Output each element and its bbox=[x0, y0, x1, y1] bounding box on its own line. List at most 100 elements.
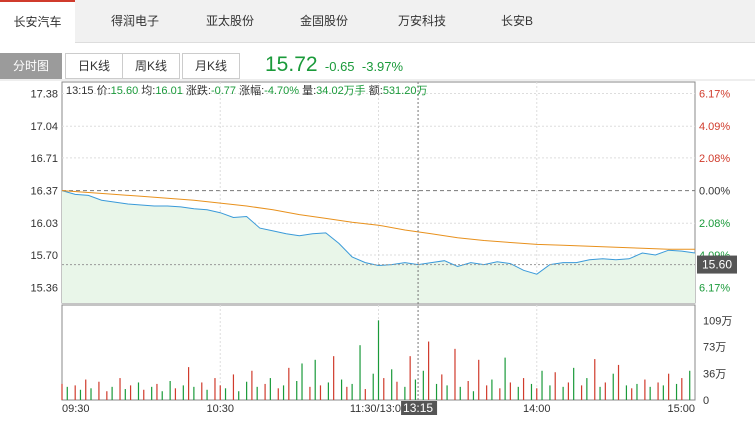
volume-bar bbox=[66, 386, 68, 400]
volume-bar bbox=[309, 386, 311, 400]
tab-weekly-k[interactable]: 周K线 bbox=[122, 53, 180, 79]
x-tick: 10:30 bbox=[206, 403, 234, 415]
info-change: -0.77 bbox=[211, 85, 236, 97]
volume-bar bbox=[562, 386, 564, 400]
volume-bar bbox=[79, 389, 82, 400]
volume-bar bbox=[409, 356, 411, 400]
stock-tab-wanan[interactable]: 万安科技 bbox=[397, 14, 446, 28]
volume-bar bbox=[530, 383, 533, 400]
y-tick-right: 4.09% bbox=[699, 121, 730, 133]
volume-bar bbox=[499, 388, 501, 400]
volume-bar bbox=[549, 385, 551, 400]
volume-bar bbox=[404, 386, 406, 400]
stock-tab-jingu[interactable]: 金固股份 bbox=[299, 14, 348, 28]
volume-bar bbox=[428, 341, 430, 400]
quote-summary: 15.72 -0.65 -3.97% bbox=[265, 53, 403, 79]
volume-bar bbox=[649, 386, 651, 400]
volume-bar bbox=[319, 385, 322, 400]
stock-tab-derun[interactable]: 得润电子 bbox=[110, 14, 159, 28]
quote-change: -0.65 bbox=[324, 59, 355, 74]
volume-bar bbox=[314, 359, 316, 400]
info-time: 13:15 bbox=[66, 85, 97, 97]
volume-bar bbox=[612, 373, 614, 400]
volume-bar bbox=[522, 378, 525, 400]
volume-bar bbox=[594, 359, 596, 400]
volume-bar bbox=[617, 364, 620, 400]
stock-tab-yatai[interactable]: 亚太股份 bbox=[205, 14, 254, 28]
volume-tick: 73万 bbox=[703, 342, 726, 354]
volume-bar bbox=[214, 378, 216, 400]
volume-bar bbox=[662, 385, 664, 400]
volume-bar bbox=[161, 391, 163, 400]
volume-bar bbox=[454, 348, 456, 400]
tab-intraday[interactable]: 分时图 bbox=[0, 53, 62, 79]
volume-bar bbox=[340, 379, 343, 400]
volume-bar bbox=[90, 388, 92, 400]
info-change-label: 涨跌: bbox=[183, 83, 211, 97]
volume-bar bbox=[238, 391, 240, 400]
volume-bar bbox=[129, 385, 132, 400]
crosshair-price-label: 15.60 bbox=[702, 258, 732, 272]
info-volume-label: 量: bbox=[299, 84, 316, 97]
volume-bar bbox=[364, 389, 366, 400]
volume-bar bbox=[446, 385, 448, 400]
info-price: 15.60 bbox=[111, 85, 139, 97]
volume-bar bbox=[668, 373, 670, 400]
volume-bar bbox=[689, 370, 691, 400]
y-tick-right: 2.08% bbox=[699, 153, 730, 165]
volume-bar bbox=[509, 382, 511, 400]
y-tick-left: 15.70 bbox=[30, 250, 58, 262]
volume-bar bbox=[232, 374, 235, 400]
volume-bar bbox=[256, 386, 258, 400]
volume-bar bbox=[478, 359, 480, 400]
volume-bar bbox=[282, 385, 285, 400]
volume-bar bbox=[675, 383, 678, 400]
crosshair-price-box bbox=[697, 255, 737, 274]
volume-bar bbox=[517, 386, 519, 400]
volume-bar bbox=[644, 379, 646, 400]
info-avg-label: 均: bbox=[138, 84, 155, 97]
info-amount: 531.20万 bbox=[383, 85, 428, 97]
volume-bar bbox=[251, 370, 253, 400]
volume-bar bbox=[580, 385, 583, 400]
volume-bar bbox=[414, 379, 417, 400]
volume-bar bbox=[111, 386, 113, 400]
volume-bar bbox=[201, 382, 203, 400]
volume-bar bbox=[573, 367, 575, 400]
stock-tab-changan-b[interactable]: 长安B bbox=[500, 14, 533, 28]
y-tick-left: 15.36 bbox=[30, 283, 58, 295]
volume-bar bbox=[554, 372, 556, 400]
volume-bar bbox=[599, 386, 601, 400]
y-tick-left: 17.38 bbox=[30, 89, 58, 101]
volume-bar bbox=[586, 378, 588, 400]
quote-change-pct: -3.97% bbox=[361, 59, 404, 74]
volume-bar bbox=[504, 357, 506, 400]
crosshair-time-box bbox=[401, 401, 438, 415]
crosshair-time-label: 13:15 bbox=[403, 401, 433, 415]
volume-bar bbox=[98, 381, 100, 400]
volume-bar bbox=[567, 382, 569, 400]
volume-bar bbox=[296, 381, 298, 400]
volume-bar bbox=[391, 369, 393, 400]
volume-tick: 36万 bbox=[703, 368, 726, 380]
volume-bar bbox=[541, 370, 543, 400]
volume-bar bbox=[486, 385, 488, 400]
volume-bar bbox=[106, 391, 108, 400]
volume-bar bbox=[351, 383, 353, 400]
stock-tab-changan[interactable]: 长安汽车 bbox=[0, 0, 75, 43]
x-tick: 14:00 bbox=[523, 403, 551, 415]
tab-monthly-k[interactable]: 月K线 bbox=[182, 53, 240, 79]
volume-bar bbox=[467, 381, 469, 400]
volume-bar bbox=[219, 385, 221, 400]
volume-bar bbox=[151, 386, 153, 400]
volume-bar bbox=[224, 388, 227, 400]
volume-bar bbox=[74, 385, 76, 400]
volume-bar bbox=[536, 388, 538, 400]
volume-bar bbox=[174, 388, 177, 400]
volume-bar bbox=[372, 373, 374, 400]
volume-bar bbox=[396, 381, 398, 400]
volume-bar bbox=[143, 389, 145, 400]
volume-bar bbox=[301, 363, 303, 400]
stock-tab-bar: 长安汽车 得润电子 亚太股份 金固股份 万安科技 长安B bbox=[0, 0, 755, 43]
